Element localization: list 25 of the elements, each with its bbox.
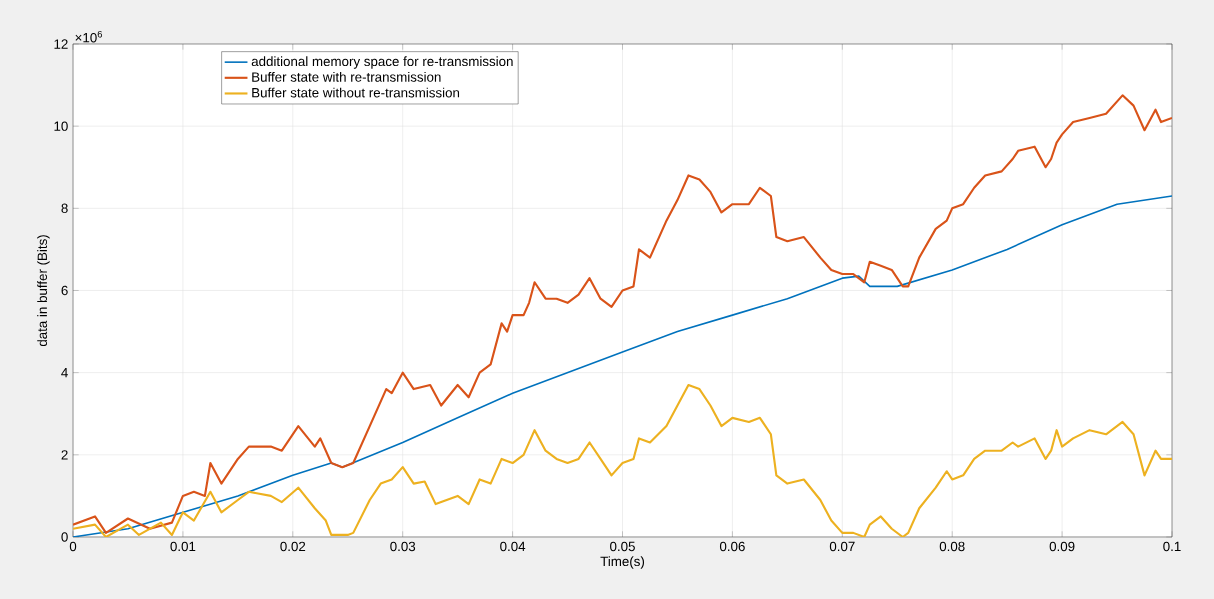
- y-tick-label: 4: [61, 368, 68, 378]
- x-tick-label: 0.06: [719, 541, 745, 552]
- y-tick-label: 6: [61, 285, 68, 296]
- x-tick-label: 0.07: [829, 541, 855, 552]
- legend-label: Buffer state with re-transmission: [252, 71, 441, 82]
- y-tick-label: 2: [61, 450, 68, 460]
- y-tick-label: 0: [61, 532, 68, 542]
- x-tick-label: 0.02: [280, 541, 306, 552]
- x-axis-title: Time(s): [600, 556, 645, 569]
- legend-label: additional memory space for re-transmission: [251, 56, 513, 69]
- y-tick-label: 8: [61, 203, 68, 214]
- x-tick-label: 0.01: [170, 541, 196, 552]
- x-tick-label: 0: [69, 541, 77, 552]
- y-axis-title: data in buffer (Bits): [37, 235, 50, 347]
- x-tick-label: 0.05: [610, 541, 635, 552]
- x-tick-label: 0.03: [390, 541, 416, 552]
- line-series: [73, 383, 1172, 537]
- x-tick-label: 0.09: [1049, 541, 1075, 552]
- x-tick-label: 0.04: [500, 541, 526, 552]
- x-tick-label: 0.08: [939, 541, 965, 552]
- y-tick-label: 10: [54, 121, 68, 131]
- y-tick-label: 12: [54, 39, 68, 49]
- legend-label: Buffer state without re-transmission: [252, 87, 460, 98]
- text: ×10$^{6}$: [75, 30, 102, 43]
- x-tick-label: 0.1: [1163, 541, 1181, 552]
